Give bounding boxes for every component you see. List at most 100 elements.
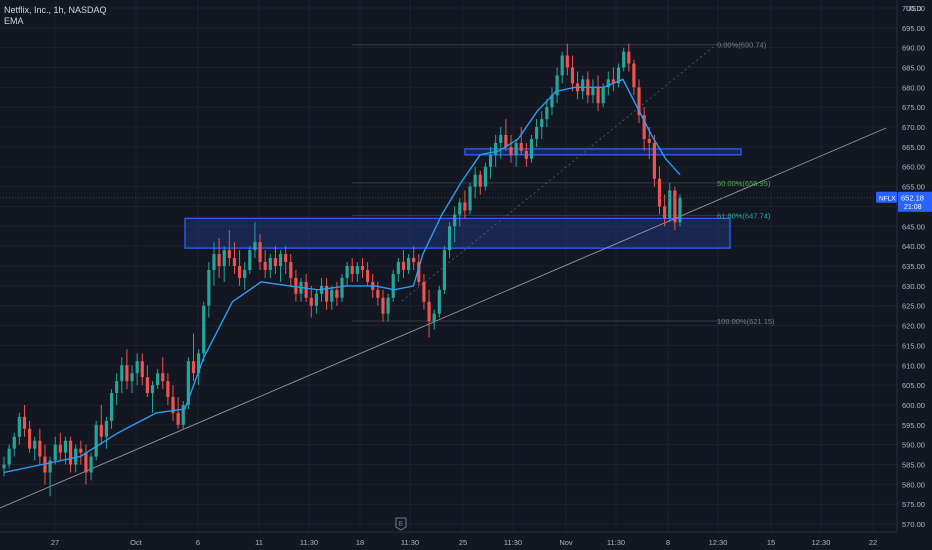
candle-body: [663, 206, 667, 219]
price-tick-label: 595.00: [902, 421, 925, 430]
candle-body: [243, 269, 247, 278]
candle: [197, 349, 201, 386]
price-tick-label: 645.00: [902, 222, 925, 231]
candle-body: [48, 460, 52, 473]
price-tick-label: 620.00: [902, 322, 925, 331]
candle-body: [314, 293, 318, 306]
candle: [406, 254, 411, 274]
earnings-event-marker[interactable]: E: [395, 517, 407, 531]
candle: [161, 357, 165, 390]
candle: [483, 162, 487, 191]
candle-body: [524, 150, 528, 159]
candle: [263, 250, 267, 278]
price-tick-label: 640.00: [902, 242, 925, 251]
candle: [453, 206, 457, 243]
price-tick-label: 635.00: [902, 262, 925, 271]
candle-body: [458, 202, 462, 215]
candle: [396, 258, 400, 282]
time-tick-label: 25: [459, 538, 467, 547]
candle: [412, 246, 416, 270]
price-tick-label: 605.00: [902, 381, 925, 390]
candle: [284, 246, 288, 274]
candle-body: [509, 146, 513, 155]
candle-body: [386, 297, 390, 314]
time-tick-label: Oct: [130, 538, 143, 547]
candle: [17, 412, 21, 445]
candle: [314, 289, 318, 314]
candle: [591, 79, 595, 104]
price-tick-label: 630.00: [902, 282, 925, 291]
candle: [84, 444, 88, 485]
candle-body: [161, 373, 165, 382]
candle-body: [406, 258, 411, 270]
candle: [309, 285, 313, 318]
candle-body: [529, 138, 534, 159]
candle-body: [381, 297, 385, 314]
candle-body: [412, 258, 416, 263]
candle-body: [191, 361, 196, 374]
price-tick-label: 680.00: [902, 83, 925, 92]
candle-body: [89, 456, 93, 473]
candle: [53, 436, 57, 465]
candle-body: [309, 297, 313, 306]
candle-body: [53, 444, 57, 461]
candle: [637, 79, 641, 124]
candle-body: [355, 266, 359, 274]
candle: [535, 119, 539, 147]
candle: [253, 222, 257, 259]
candle: [386, 293, 390, 322]
candle-body: [535, 127, 539, 139]
price-tick-label: 690.00: [902, 44, 925, 53]
price-tick-label: 675.00: [902, 103, 925, 112]
ema-indicator-label[interactable]: EMA: [4, 16, 24, 26]
price-tick-label: 580.00: [902, 480, 925, 489]
candle-body: [145, 377, 149, 394]
candle-body: [473, 174, 477, 187]
candle: [550, 87, 554, 116]
candle: [463, 190, 467, 219]
candle: [325, 277, 329, 310]
currency-label: USD: [906, 4, 922, 13]
candle-body: [17, 416, 21, 437]
price-tick-label: 610.00: [902, 361, 925, 370]
candle: [504, 119, 508, 151]
fib-level-label: 0.00%(690.74): [717, 41, 767, 50]
candle-body: [12, 436, 16, 449]
candle-body: [401, 262, 406, 270]
candle: [663, 194, 667, 227]
candle-body: [150, 385, 155, 394]
candle-body: [678, 197, 682, 223]
candle: [529, 134, 534, 163]
candle-body: [499, 134, 503, 143]
candle-body: [156, 373, 160, 386]
candle-body: [601, 87, 605, 104]
candle-body: [38, 440, 42, 457]
candle: [627, 43, 631, 72]
candle-body: [222, 250, 226, 266]
candle: [115, 373, 119, 405]
candle: [668, 182, 672, 223]
candle: [232, 242, 237, 274]
candle-body: [140, 361, 144, 378]
candle: [401, 250, 406, 278]
candle: [22, 404, 27, 437]
time-tick-label: 8: [666, 538, 670, 547]
candle-body: [304, 281, 308, 298]
candle-body: [581, 79, 585, 92]
candle: [89, 452, 93, 481]
price-axis-bg: [897, 0, 932, 550]
candle-body: [202, 305, 206, 354]
candle-body: [186, 361, 190, 405]
candle-body: [478, 174, 482, 187]
symbol-title[interactable]: Netflix, Inc., 1h, NASDAQ: [4, 5, 107, 15]
candle-body: [109, 393, 114, 421]
candle: [171, 385, 175, 421]
candle-body: [632, 63, 636, 88]
candle: [202, 301, 206, 362]
candle: [447, 222, 452, 259]
candle: [555, 67, 559, 104]
candle-body: [350, 266, 354, 274]
candle: [355, 262, 359, 282]
